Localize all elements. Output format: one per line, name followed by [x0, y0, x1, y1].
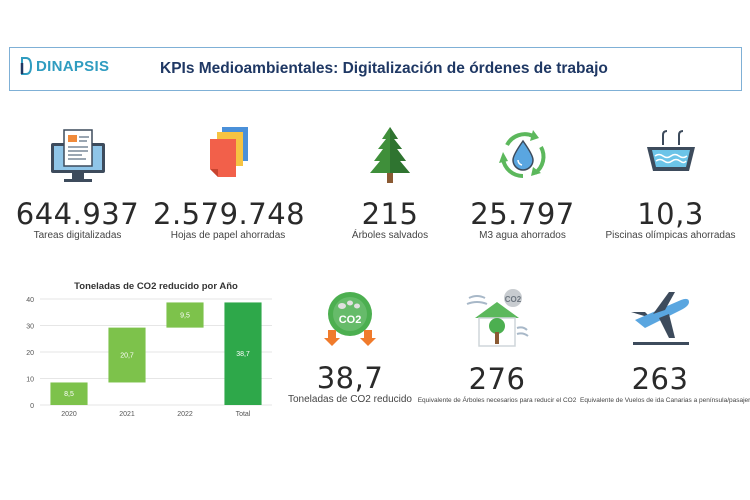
header-bar: DINAPSIS KPIs Medioambientales: Digitali…: [9, 47, 742, 91]
co2-waterfall-chart: 0 10 20 30 40 8,5 2020 20,7 2021 9,5 2022 38,7 Total: [26, 297, 272, 418]
kpi-value: 2.579.748: [153, 197, 306, 231]
kpi-label: M3 agua ahorrados: [479, 230, 566, 241]
kpi-value: 215: [361, 197, 419, 231]
y-tick-label: 30: [26, 324, 34, 331]
kpi-m3-agua: 25.797 M3 agua ahorrados: [455, 125, 590, 242]
kpi-label: Hojas de papel ahorradas: [170, 230, 286, 241]
kpi-label: Equivalente de Vuelos de ida Canarias a …: [580, 397, 750, 404]
x-tick-label: 2022: [177, 411, 193, 418]
bar: [224, 302, 262, 405]
logo-text: DINAPSIS: [36, 57, 110, 75]
dinapsis-logo-icon: [20, 57, 32, 75]
x-tick-label: Total: [236, 411, 251, 418]
kpi-value: 644.937: [15, 197, 140, 231]
kpi-label: Toneladas de CO2 reducido: [288, 394, 412, 405]
computer-document-icon: [50, 129, 105, 182]
chart-title: Toneladas de CO2 reducido por Año: [74, 281, 238, 292]
kpi-toneladas-co2: CO2 38,7 Toneladas de CO2 reducido: [285, 288, 415, 406]
kpi-label: Piscinas olímpicas ahorradas: [605, 230, 736, 241]
water-recycle-icon: [498, 130, 545, 179]
y-tick-label: 0: [30, 403, 34, 410]
co2-reduction-icon: CO2: [324, 292, 376, 346]
y-tick-label: 20: [26, 350, 34, 357]
bar-value-label: 8,5: [64, 391, 74, 398]
bar: [166, 302, 204, 328]
kpi-value: 276: [468, 362, 526, 396]
x-tick-label: 2021: [119, 411, 135, 418]
kpi-piscinas: 10,3 Piscinas olímpicas ahorradas: [598, 125, 743, 242]
tree-icon: [370, 127, 410, 183]
page-title: KPIs Medioambientales: Digitalización de…: [160, 60, 608, 77]
svg-text:CO2: CO2: [504, 295, 521, 304]
airplane-icon: [631, 292, 689, 345]
kpi-equivalente-vuelos: 263 Equivalente de Vuelos de ida Canaria…: [580, 288, 750, 407]
bar: [108, 327, 146, 383]
bar-value-label: 9,5: [180, 313, 190, 320]
kpi-hojas-papel: 2.579.748 Hojas de papel ahorradas: [153, 125, 306, 242]
swimming-pool-icon: [646, 130, 695, 171]
kpi-value: 38,7: [316, 361, 384, 395]
bar-value-label: 20,7: [120, 353, 134, 360]
svg-text:CO2: CO2: [339, 314, 362, 326]
kpi-value: 10,3: [637, 197, 704, 231]
bar-value-label: 38,7: [236, 351, 250, 358]
dinapsis-logo: DINAPSIS: [20, 57, 109, 75]
kpi-equivalente-arboles: CO2 276 Equivalente de Árboles necesario…: [417, 288, 577, 407]
kpi-label: Tareas digitalizadas: [33, 230, 122, 241]
kpi-value: 263: [631, 362, 689, 396]
paper-stack-icon: [210, 127, 248, 177]
kpi-tareas-digitalizadas: 644.937 Tareas digitalizadas: [15, 125, 140, 242]
kpi-label: Árboles salvados: [351, 230, 429, 241]
x-tick-label: 2020: [61, 411, 77, 418]
y-tick-label: 10: [26, 377, 34, 384]
house-tree-co2-icon: CO2: [466, 289, 529, 347]
kpi-label: Equivalente de Árboles necesarios para r…: [417, 397, 577, 404]
y-tick-label: 40: [26, 297, 34, 304]
kpi-value: 25.797: [470, 197, 575, 231]
bar: [50, 382, 88, 405]
kpi-arboles-salvados: 215 Árboles salvados: [325, 125, 455, 242]
